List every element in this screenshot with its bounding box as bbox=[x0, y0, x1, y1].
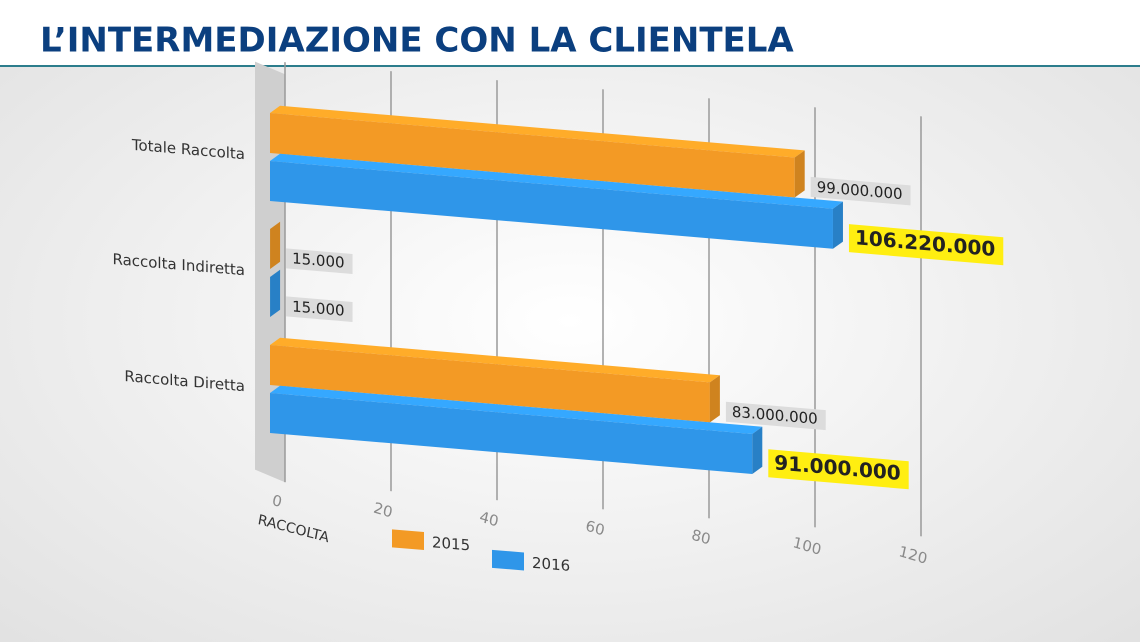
value-label-box bbox=[810, 176, 911, 206]
x-tick-label: 20 bbox=[372, 499, 394, 522]
value-label-box bbox=[848, 224, 1004, 266]
bar-end bbox=[832, 201, 843, 249]
bar-end bbox=[752, 426, 763, 474]
slide-title: L’INTERMEDIAZIONE CON LA CLIENTELA bbox=[40, 21, 794, 61]
bar-top bbox=[270, 337, 720, 383]
x-tick-label: 80 bbox=[690, 526, 712, 549]
x-tick-label: 40 bbox=[478, 508, 500, 531]
bar-end bbox=[709, 375, 720, 423]
value-label: 15.000 bbox=[292, 249, 344, 271]
bar bbox=[270, 344, 710, 423]
x-tick-label: 60 bbox=[584, 517, 606, 540]
value-label-box bbox=[725, 401, 826, 431]
bar-top bbox=[270, 269, 281, 277]
value-label-box bbox=[768, 449, 909, 490]
bar-end bbox=[794, 150, 805, 198]
value-label-box bbox=[286, 296, 353, 322]
bar bbox=[270, 160, 833, 249]
title-band bbox=[0, 0, 1140, 66]
bar bbox=[270, 392, 753, 474]
legend-label: 2015 bbox=[432, 533, 470, 554]
value-label: 15.000 bbox=[292, 297, 344, 319]
bar-top bbox=[270, 385, 763, 434]
legend-label: 2016 bbox=[532, 554, 570, 575]
bar-end bbox=[270, 221, 281, 269]
legend-swatch bbox=[392, 529, 424, 551]
value-label-box bbox=[286, 248, 353, 274]
bar-top bbox=[270, 153, 843, 209]
bar-top bbox=[270, 221, 281, 229]
x-tick-label: 0 bbox=[271, 491, 284, 511]
bar bbox=[270, 112, 795, 198]
bar-end bbox=[270, 269, 281, 317]
legend-swatch bbox=[492, 549, 524, 571]
bar-top bbox=[270, 105, 805, 158]
